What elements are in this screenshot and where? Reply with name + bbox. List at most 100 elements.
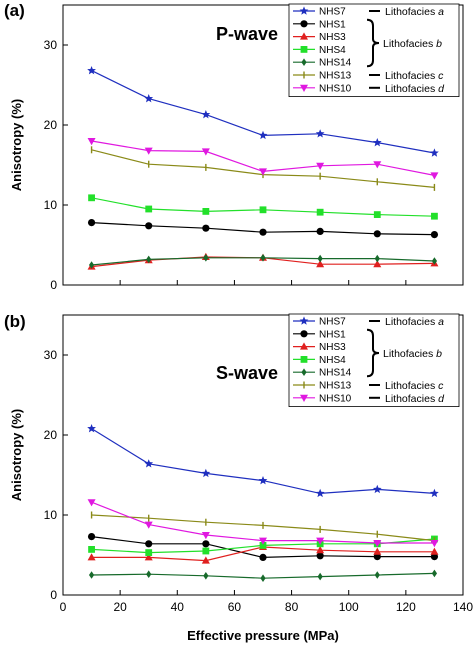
data-point [145,540,153,548]
y-tick-label: 0 [50,278,57,292]
legend-label: NHS3 [319,342,346,353]
data-point [88,571,95,579]
data-point [373,230,381,238]
legend-swatch-marker [300,356,308,363]
panel-a-frame [62,4,464,286]
data-point [316,208,324,216]
data-point [372,484,382,494]
legend-label: NHS4 [319,45,346,56]
x-axis: 0 20 40 60 80 100 120 140 [60,590,473,614]
y-tick-label: 10 [44,198,58,212]
data-point [88,546,95,553]
data-point [201,110,211,119]
legend-item-nhs10: NHS10 [293,393,352,404]
legend-label: NHS14 [319,368,352,379]
panel-a-y-axis-label: Anisotropy (%) [9,99,24,191]
x-tick-label: 20 [113,600,127,614]
legend-label: NHS7 [319,317,346,328]
data-point [316,552,324,560]
panel-b-y-axis-label: Anisotropy (%) [9,409,24,501]
data-point [259,168,267,176]
legend-swatch-marker [300,84,308,92]
data-point [259,553,267,562]
legend-label: NHS4 [319,355,346,366]
x-tick-label: 0 [60,600,67,614]
data-point [144,459,154,468]
data-point [87,219,96,227]
legend-swatch-marker [299,316,309,325]
legend-item-nhs14: NHS14 [293,58,352,69]
legend-item-nhs14: NHS14 [293,368,352,379]
x-tick-label: 100 [339,600,359,614]
data-point [259,228,267,236]
data-point [317,572,323,581]
data-point [259,206,267,214]
lithofacies-label: Lithofacies d [385,83,445,95]
data-point [201,468,211,478]
panel-a-series [87,66,439,270]
legend-swatch-marker [300,20,308,28]
legend-swatch-marker [300,342,308,350]
data-point [87,66,96,75]
x-tick-label: 80 [285,600,299,614]
legend-swatch-marker [301,58,307,66]
legend-swatch-marker [300,46,308,53]
legend-swatch-marker [300,330,308,338]
data-point [374,254,380,263]
data-point [202,547,210,555]
legend-swatch-marker [301,368,307,376]
panel-b-y-axis: 0 10 20 30 [44,348,68,602]
data-point [87,553,96,561]
legend-item-nhs3: NHS3 [293,342,346,353]
series-nhs14 [88,254,438,269]
data-point [260,254,266,262]
legend-label: NHS10 [319,83,352,94]
lithofacies-label: Lithofacies a [385,6,444,18]
data-point [315,488,325,498]
data-point [201,532,210,540]
panel-a-label: (a) [4,1,25,20]
data-point [259,537,267,545]
data-point [88,194,95,202]
legend-label: NHS1 [319,329,346,340]
data-point [258,476,268,485]
series-nhs10 [87,138,439,180]
data-point [201,556,210,564]
legend-label: NHS3 [319,32,346,43]
data-point [145,549,153,556]
data-point [316,227,324,235]
y-tick-label: 20 [44,118,58,132]
data-point [201,148,210,156]
data-point [145,205,153,213]
data-point [202,208,210,215]
series-nhs7 [87,66,439,157]
x-tick-label: 120 [396,600,416,614]
y-tick-label: 30 [44,348,58,362]
legend-label: NHS1 [319,19,346,30]
legend-swatch-marker [300,32,308,40]
legend-item-nhs13: NHS13 [293,71,352,82]
data-point [374,571,380,579]
y-tick-label: 0 [50,588,57,602]
lithofacies-label: Lithofacies b [383,38,442,50]
legend-item-nhs7: NHS7 [293,316,346,328]
lithofacies-brace [366,328,380,378]
data-point [430,540,439,548]
data-point [315,129,325,138]
series-nhs14 [88,569,438,582]
panel-b-s-wave: (b) S-wave 0 10 20 30 0 20 40 60 80 100 120 140 NH… [4,312,473,614]
legend-item-nhs1: NHS1 [293,329,346,340]
series-nhs1 [87,219,439,239]
data-point [431,257,438,265]
data-point [373,540,382,548]
data-point [373,211,381,218]
data-point [88,261,95,269]
data-point [87,424,96,433]
x-tick-label: 40 [171,600,185,614]
data-point [373,161,382,169]
data-point [373,260,382,268]
legend-label: NHS14 [319,58,352,69]
